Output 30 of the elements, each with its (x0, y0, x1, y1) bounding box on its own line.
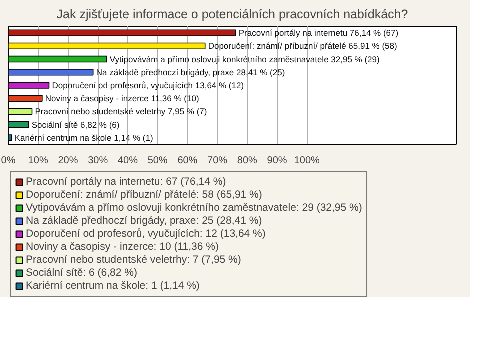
x-tick-label: 50% (148, 156, 168, 166)
x-tick-label: 100% (294, 156, 320, 166)
x-tick-label: 70% (208, 156, 228, 166)
x-tick-label: 30% (88, 156, 108, 166)
category-label: Pracovní portály na internetu 76,14 % (67) (238, 28, 399, 38)
x-tick-label: 40% (118, 156, 138, 166)
category-label: Pracovní nebo studentské veletrhy 7,95 % (7) (35, 106, 208, 117)
category-label: Na základě předhoczí brigády, praxe 28,41 % (25) (96, 67, 286, 78)
legend-label: Vytipovávám a přímo oslovuji konkrétního zaměstnavatele: 29 (32,95 %) (26, 202, 362, 214)
x-tick-label: 60% (178, 156, 198, 166)
x-tick-label: 0% (1, 156, 16, 166)
legend-label: Noviny a časopisy - inzerce: 10 (11,36 %) (26, 241, 219, 253)
category-label: Noviny a časopisy - inzerce 11,36 % (10) (45, 94, 200, 104)
category-label: Doporučení od profesorů, vyučujících 13,64 % (12) (52, 80, 244, 90)
legend-label: Sociální sítě: 6 (6,82 %) (26, 267, 138, 279)
category-label: Sociální sítě 6,82 % (6) (32, 120, 120, 130)
category-label: Kariérní centrum na škole 1,14 % (1) (14, 132, 154, 143)
legend-label: Pracovní portály na internetu: 67 (76,14 %) (26, 176, 226, 188)
x-tick-label: 10% (28, 156, 48, 166)
legend-label: Na základě předhoczí brigády, praxe: 25 (28,41 %) (26, 215, 262, 227)
x-tick-label: 20% (58, 156, 78, 166)
x-tick-label: 90% (267, 156, 288, 166)
chart-title: Jak zjišťujete informace o potenciálních pracovních nabídkách? (56, 8, 408, 22)
legend-label: Doporučení od profesorů, vyučujících: 12 (13,64 %) (26, 228, 266, 240)
legend-label: Kariérní centrum na škole: 1 (1,14 %) (26, 280, 200, 292)
category-label: Doporučení: známí/ příbuzní/ přátelé 65,91 % (58) (208, 41, 398, 52)
legend-label: Pracovní nebo studentské veletrhy: 7 (7,95 %) (26, 254, 242, 266)
legend-label: Doporučení: známí/ příbuzní/ přátelé: 58 (65,91 %) (26, 189, 262, 201)
x-tick-label: 80% (237, 156, 258, 166)
category-label: Vytipovávám a přímo oslovuji konkrétního zaměstnavatele 32,95 % (29) (110, 54, 380, 64)
